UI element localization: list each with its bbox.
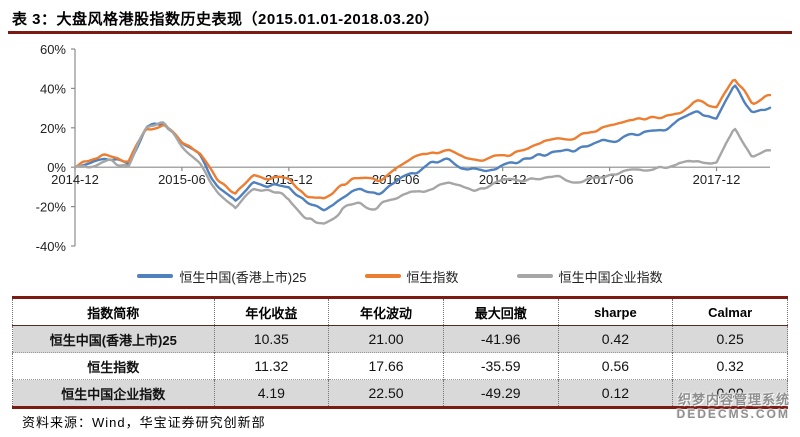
column-header-3: 年化波动 (328, 297, 444, 326)
legend-label: 恒生中国(香港上市)25 (179, 269, 307, 285)
legend-label: 恒生指数 (406, 269, 459, 285)
value-cell-2: 22.50 (328, 379, 444, 408)
table-header-row: 指数简称 年化收益 年化波动 最大回撤 sharpe Calmar (12, 297, 788, 326)
legend-item-3: 恒生中国企业指数 (516, 267, 663, 286)
legend-label: 恒生中国企业指数 (558, 269, 663, 285)
value-cell-1: 10.35 (213, 325, 329, 353)
value-cell-1: 11.32 (213, 352, 329, 380)
figure-title: 表 3：大盘风格港股指数历史表现（2015.01.01-2018.03.20） (12, 11, 440, 28)
x-axis-label: 2015-06 (158, 172, 206, 187)
y-axis-label: -40% (36, 239, 67, 254)
x-axis-label: 2017-12 (693, 172, 741, 187)
value-cell-5: 0.32 (672, 352, 788, 380)
x-axis-label: 2016-06 (372, 172, 420, 187)
value-cell-3: -49.29 (442, 379, 559, 408)
table-row-1: 恒生中国(香港上市)25 10.35 21.00 -41.96 0.42 0.25 (12, 325, 788, 353)
x-axis-label: 2014-12 (51, 172, 99, 187)
value-cell-2: 17.66 (328, 352, 444, 380)
value-cell-1: 4.19 (213, 379, 329, 408)
value-cell-5: 0.25 (672, 325, 788, 353)
value-cell-4: 0.56 (557, 352, 673, 380)
chart-legend: 恒生中国(香港上市)25 恒生指数 恒生中国企业指数 (0, 263, 800, 289)
legend-line-swatch (364, 274, 401, 278)
legend-line-swatch (137, 274, 174, 278)
y-axis-label: 0% (47, 160, 66, 175)
legend-item-1: 恒生中国(香港上市)25 (137, 267, 307, 286)
value-cell-2: 21.00 (328, 325, 444, 353)
performance-table: 指数简称 年化收益 年化波动 最大回撤 sharpe Calmar 恒生中国(香港上市)2… (12, 296, 788, 409)
value-cell-4: 0.12 (557, 379, 673, 408)
index-name-cell: 恒生中国(香港上市)25 (12, 325, 214, 353)
legend-line-swatch (516, 274, 553, 278)
table-row-3: 恒生中国企业指数 4.19 22.50 -49.29 0.12 0.09 (12, 379, 788, 408)
series-line-3 (73, 121, 772, 225)
index-name-cell: 恒生中国企业指数 (12, 379, 214, 408)
value-cell-3: -35.59 (442, 352, 559, 380)
column-header-6: Calmar (672, 297, 788, 326)
value-cell-4: 0.42 (557, 325, 673, 353)
column-header-4: 最大回撤 (442, 297, 559, 326)
table-row-2: 恒生指数 11.32 17.66 -35.59 0.56 0.32 (12, 352, 788, 380)
line-chart-canvas: 60%40%20%0%-20%-40%2014-12 2015-06 2015-12… (36, 42, 772, 254)
series-line-2 (73, 78, 772, 200)
legend-item-2: 恒生指数 (364, 267, 459, 286)
y-axis-label: 40% (40, 81, 66, 96)
column-header-1: 指数简称 (12, 297, 214, 326)
value-cell-5: 0.09 (672, 379, 788, 408)
dedecms-watermark: 织梦内容管理系统 DEDECMS.COM (677, 392, 790, 422)
y-axis-label: 20% (40, 121, 66, 136)
x-axis-label: 2017-06 (586, 172, 634, 187)
title-divider (8, 31, 792, 34)
column-header-2: 年化收益 (213, 297, 329, 326)
performance-chart: 60% 40% 20% 0% -20% -40% 2014-12 2015-06 2015-12… (0, 36, 800, 260)
index-name-cell: 恒生指数 (12, 352, 214, 380)
watermark-line1: 织梦内容管理系统 (677, 392, 790, 407)
column-header-5: sharpe (557, 297, 673, 326)
y-axis-label: 60% (40, 42, 66, 57)
data-source-note: 资料来源：Wind，华宝证券研究创新部 (22, 415, 266, 430)
watermark-line2: DEDECMS.COM (676, 407, 790, 421)
value-cell-3: -41.96 (442, 325, 559, 353)
y-axis-label: -20% (36, 200, 67, 215)
